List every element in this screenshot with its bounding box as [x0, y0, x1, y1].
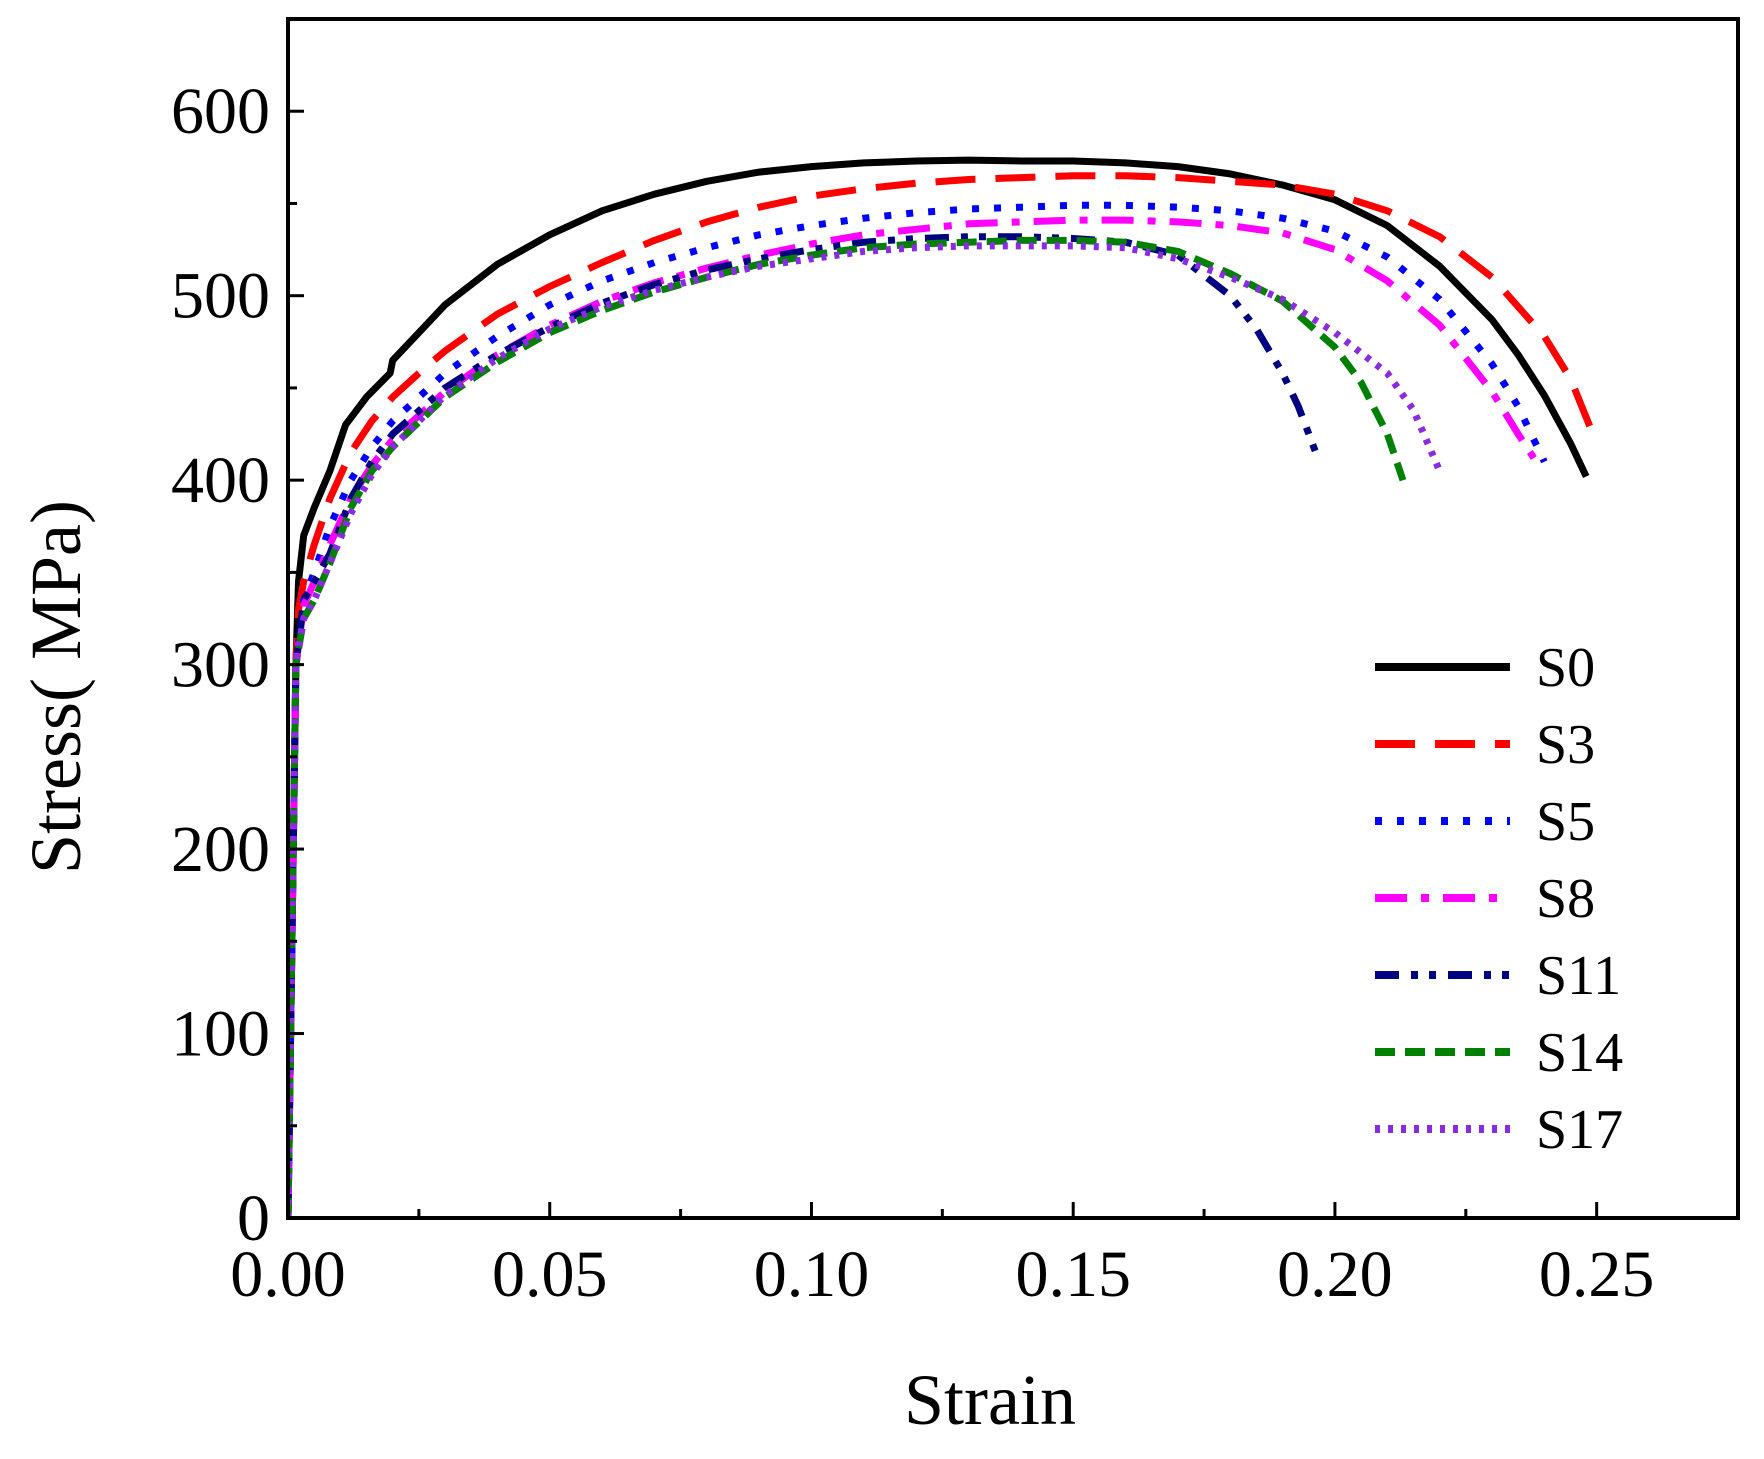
- y-tick-label: 400: [171, 444, 270, 517]
- y-tick-label: 300: [171, 629, 270, 702]
- series-layer: [288, 156, 1600, 1218]
- x-tick-label: 0.20: [1277, 1238, 1393, 1311]
- legend-label-s17: S17: [1536, 1099, 1623, 1161]
- y-tick-label: 600: [171, 75, 270, 148]
- x-tick-label: 0.05: [492, 1238, 608, 1311]
- y-tick-label: 100: [171, 998, 270, 1071]
- x-tick-label: 0.25: [1539, 1238, 1655, 1311]
- legend-label-s0: S0: [1536, 637, 1595, 699]
- legend: S0 S3 S5 S8 S11 S14 S17: [1375, 637, 1623, 1161]
- series-line-s17: [288, 242, 1443, 1218]
- series-line-s0: [288, 156, 1590, 1218]
- x-axis-title: Strain: [904, 1360, 1076, 1440]
- y-axis: 0 100 200 300 400 500 600: [171, 17, 304, 1255]
- y-tick-label: 0: [237, 1182, 270, 1255]
- y-axis-title: Stress( MPa): [16, 500, 96, 874]
- legend-label-s11: S11: [1536, 945, 1621, 1007]
- x-tick-label: 0.10: [754, 1238, 870, 1311]
- x-tick-label: 0.00: [230, 1238, 346, 1311]
- series-line-s5: [288, 201, 1548, 1218]
- series-line-s11: [288, 233, 1323, 1218]
- legend-label-s8: S8: [1536, 868, 1595, 930]
- x-axis: 0.00 0.05 0.10 0.15 0.20 0.25: [230, 1202, 1654, 1311]
- legend-label-s3: S3: [1536, 714, 1595, 776]
- legend-label-s5: S5: [1536, 791, 1595, 853]
- series-line-s3: [288, 172, 1600, 1218]
- y-tick-label: 200: [171, 813, 270, 886]
- series-line-s14: [288, 236, 1407, 1218]
- y-tick-label: 500: [171, 260, 270, 333]
- x-tick-label: 0.15: [1015, 1238, 1131, 1311]
- legend-label-s14: S14: [1536, 1022, 1623, 1084]
- plot-frame: [286, 17, 1740, 1220]
